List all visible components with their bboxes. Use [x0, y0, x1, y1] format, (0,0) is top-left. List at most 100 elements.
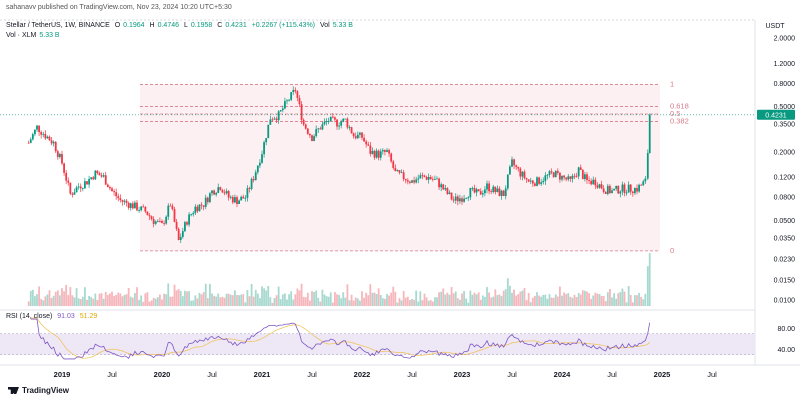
candle-body [119, 198, 122, 200]
rsi-tick-label: 40.00 [777, 347, 795, 354]
volume-bar [42, 300, 45, 306]
time-tick-label: Jul [407, 370, 417, 379]
candle-body [88, 179, 90, 185]
candle-body [638, 184, 640, 192]
volume-bar [100, 293, 103, 306]
rsi-indicator[interactable] [0, 317, 755, 360]
volume-bar [646, 266, 649, 306]
volume-bar [234, 290, 236, 306]
price-tick-label: 0.2000 [774, 149, 796, 156]
volume-bar [144, 293, 147, 306]
change-value: +0.2267 (+115.43%) [251, 22, 315, 29]
candle-body [629, 184, 632, 192]
volume-bar [384, 298, 386, 306]
volume-bar [134, 293, 136, 306]
candle-body [34, 129, 36, 135]
high-value: 0.4746 [157, 22, 180, 29]
volume-bar [386, 293, 388, 306]
high-label: H [149, 22, 155, 29]
volume-bar [300, 283, 303, 306]
volume-bar [213, 295, 215, 306]
candle-body [256, 165, 259, 173]
volume-bar [92, 298, 95, 306]
volume-bar [290, 291, 293, 306]
volume-bar [609, 289, 611, 306]
candle-body [442, 184, 445, 190]
price-axis[interactable]: 2.0000 1.2000 0.8000 0.5000 0.3500 0.2000 0.12… [774, 36, 796, 305]
rsi-value: 91.03 [57, 313, 75, 320]
vol-label: Vol [319, 22, 330, 29]
volume-bar [223, 297, 226, 306]
candle-body [350, 127, 353, 134]
tradingview-brand[interactable]: TradingView [8, 386, 69, 395]
candle-body [169, 205, 172, 207]
volume-bar [436, 297, 438, 306]
volume-bar [34, 296, 36, 306]
volume-bar [519, 291, 522, 306]
candle-body [502, 190, 505, 197]
candle-body [561, 175, 563, 180]
candle-body [190, 214, 193, 216]
fib-zone [140, 84, 660, 251]
candle-body [646, 153, 649, 179]
candle-body [417, 178, 420, 180]
candle-body [27, 142, 30, 144]
volume-bar [563, 292, 565, 306]
rsi-label[interactable]: RSI (14, close) [6, 313, 53, 320]
volume-bar [398, 298, 401, 306]
volume-bar [636, 295, 638, 306]
candle-body [488, 183, 490, 192]
volume-bar [44, 296, 47, 306]
candle-body [281, 108, 284, 111]
symbol-name[interactable]: Stellar / TetherUS, 1W, BINANCE [6, 22, 110, 29]
candle-body [611, 190, 613, 193]
volume-bar [152, 297, 155, 306]
volume-bar [169, 296, 172, 306]
close-value: 0.4231 [225, 22, 247, 29]
candle-body [284, 101, 286, 109]
volume-bar [175, 290, 178, 306]
volume-bar [321, 289, 324, 306]
publisher-line: sahanavv published on TradingView.com, N… [6, 4, 232, 11]
volume-bar [329, 292, 332, 306]
candle-body [617, 186, 620, 194]
candle-body [579, 167, 582, 170]
time-axis[interactable]: 2019 Jul 2020 Jul 2021 Jul 2022 Jul 2023 Jul 2024 J… [54, 370, 717, 379]
volume-bar [554, 294, 557, 306]
candle-body [592, 179, 595, 185]
candle-body [96, 170, 99, 174]
volume-bar [27, 301, 30, 306]
volume-bar [248, 296, 251, 306]
candle-body [42, 133, 45, 135]
candle-body [459, 198, 461, 202]
candle-body [65, 172, 68, 181]
vol-value: 5.33 B [332, 22, 353, 29]
tradingview-wordmark: TradingView [22, 386, 69, 395]
volume-bar [215, 296, 218, 306]
candle-body [248, 188, 251, 189]
candle-body [167, 205, 170, 217]
volume-bar [48, 290, 51, 306]
candle-body [354, 136, 357, 139]
price-tick-label: 0.1200 [774, 175, 796, 182]
time-tick-label: 2021 [254, 370, 271, 379]
volume-bar [154, 298, 157, 306]
vol-row-label[interactable]: Vol · XLM [6, 32, 37, 39]
candle-body [394, 167, 397, 172]
volume-bar [111, 291, 113, 306]
candle-body [150, 216, 153, 220]
volume-bar [513, 289, 515, 306]
volume-bar [38, 286, 40, 306]
volume-bar [121, 296, 124, 306]
candle-body [140, 206, 143, 211]
candle-body [567, 176, 570, 180]
low-value: 0.1958 [190, 22, 213, 29]
volume-bar [336, 294, 338, 306]
candle-body [398, 170, 401, 173]
rsi-legend: RSI (14, close) 91.03 51.29 [6, 313, 100, 320]
candle-body [436, 178, 438, 180]
candle-body [298, 97, 301, 105]
candle-body [598, 184, 601, 188]
volume-bar [102, 298, 105, 306]
